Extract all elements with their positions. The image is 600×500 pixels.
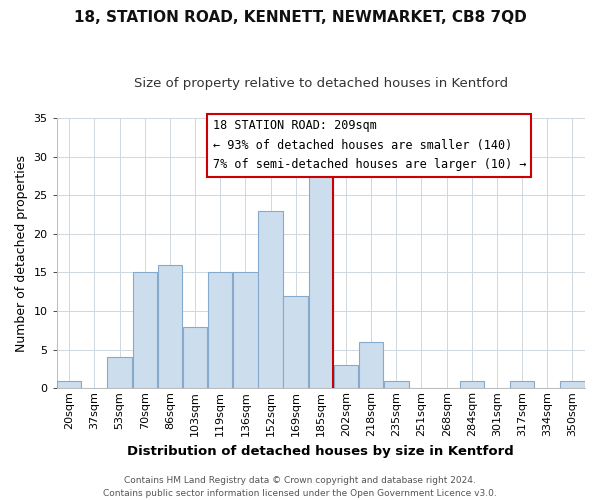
Bar — [334, 365, 358, 388]
Bar — [460, 380, 484, 388]
Text: 18 STATION ROAD: 209sqm
← 93% of detached houses are smaller (140)
7% of semi-de: 18 STATION ROAD: 209sqm ← 93% of detache… — [212, 120, 526, 172]
Bar — [208, 272, 232, 388]
Bar — [183, 326, 207, 388]
Title: Size of property relative to detached houses in Kentford: Size of property relative to detached ho… — [134, 78, 508, 90]
Bar — [283, 296, 308, 388]
Bar — [133, 272, 157, 388]
Bar — [259, 210, 283, 388]
X-axis label: Distribution of detached houses by size in Kentford: Distribution of detached houses by size … — [127, 444, 514, 458]
Bar — [384, 380, 409, 388]
Bar — [158, 264, 182, 388]
Bar — [57, 380, 82, 388]
Text: Contains HM Land Registry data © Crown copyright and database right 2024.
Contai: Contains HM Land Registry data © Crown c… — [103, 476, 497, 498]
Bar — [560, 380, 584, 388]
Bar — [233, 272, 257, 388]
Bar — [359, 342, 383, 388]
Bar — [510, 380, 535, 388]
Y-axis label: Number of detached properties: Number of detached properties — [15, 154, 28, 352]
Bar — [308, 164, 333, 388]
Bar — [107, 358, 132, 388]
Text: 18, STATION ROAD, KENNETT, NEWMARKET, CB8 7QD: 18, STATION ROAD, KENNETT, NEWMARKET, CB… — [74, 10, 526, 25]
